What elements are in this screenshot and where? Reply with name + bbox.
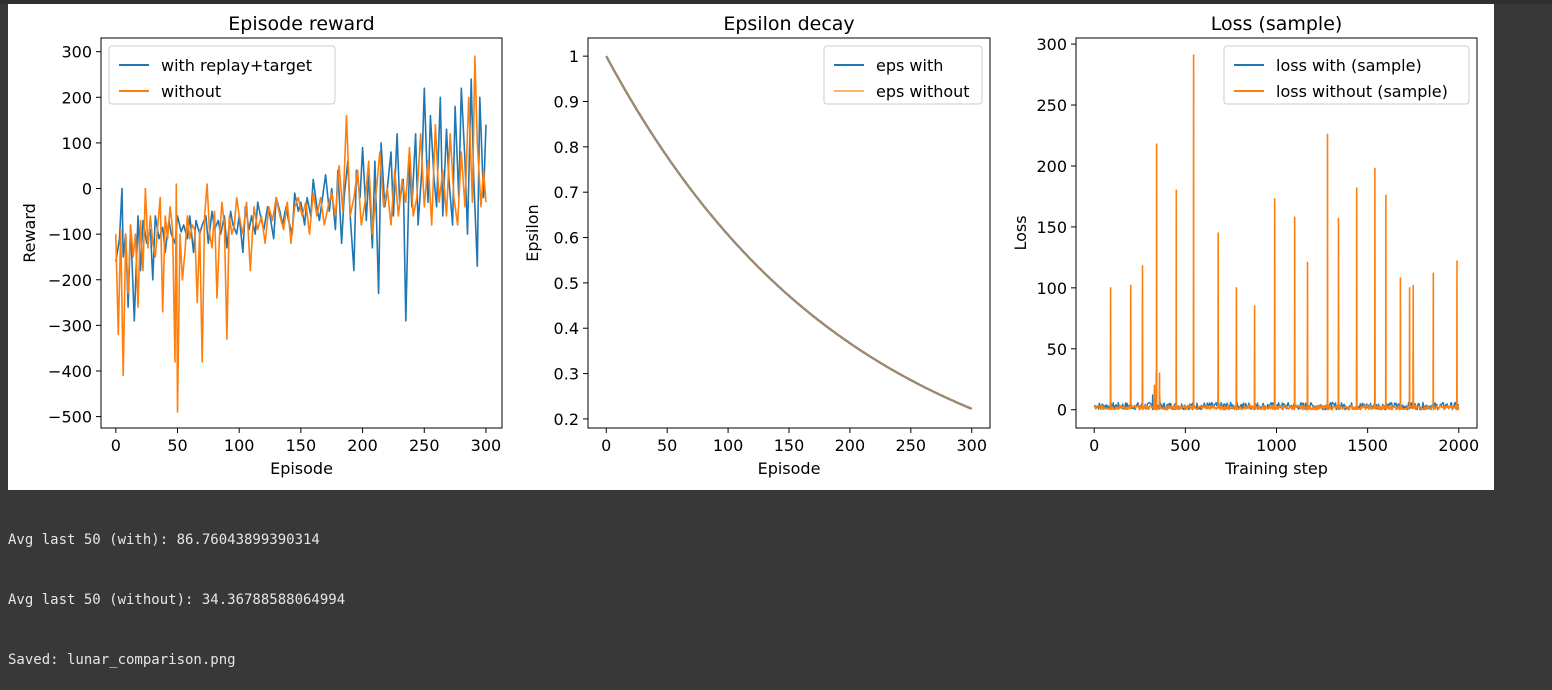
y-tick-label: 0	[1057, 401, 1067, 420]
legend: with replay+target without	[108, 45, 336, 105]
output-line-avg-with: Avg last 50 (with): 86.76043899390314	[8, 532, 320, 548]
legend-label: eps without	[876, 82, 970, 101]
y-tick-label: 0.4	[554, 319, 579, 338]
y-axis-label: Epsilon	[523, 204, 542, 261]
x-tick-label: 250	[409, 436, 440, 455]
cell-output: Avg last 50 (with): 86.76043899390314 Av…	[8, 490, 1508, 690]
y-tick-label: 0.7	[554, 183, 579, 202]
y-tick-label: 300	[61, 43, 92, 62]
y-tick-label: 0.2	[554, 410, 579, 429]
x-axis-label: Training step	[1224, 459, 1328, 478]
chart-title: Episode reward	[228, 13, 374, 35]
legend-label: with replay+target	[161, 56, 312, 75]
figure-canvas: Episode reward 0 50 100 150 200 250 300 −500 −400…	[8, 4, 1494, 490]
previous-output-cutoff	[0, 0, 1552, 4]
plot-lines	[605, 55, 973, 410]
x-tick-label: 150	[774, 436, 805, 455]
x-tick-label: 300	[956, 436, 987, 455]
legend-box	[823, 45, 983, 105]
y-tick-label: −500	[48, 408, 92, 427]
chart-1: Episode reward 0 50 100 150 200 250 300 −500 −400…	[20, 13, 503, 478]
legend: loss with (sample) loss without (sample)	[1223, 45, 1470, 105]
x-tick-label: 300	[471, 436, 502, 455]
legend-label: without	[161, 82, 221, 101]
y-tick-label: −300	[48, 316, 92, 335]
y-tick-label: −400	[48, 362, 92, 381]
x-tick-label: 200	[835, 436, 866, 455]
plot-lines	[115, 55, 487, 413]
y-tick-label: 0.6	[554, 229, 579, 248]
legend-box	[108, 45, 336, 105]
x-tick-label: 500	[1170, 436, 1201, 455]
y-tick-label: 50	[1047, 340, 1067, 359]
output-line-saved: Saved: lunar_comparison.png	[8, 652, 236, 668]
x-tick-label: 1500	[1347, 436, 1388, 455]
chart-2: Epsilon decay 0 50 100 150 200 250 300 0.2 0.3 0.4…	[523, 13, 991, 478]
y-axis-label: Reward	[20, 203, 39, 263]
legend-label: eps with	[876, 56, 943, 75]
series-line-1	[1093, 372, 1460, 411]
series-line-2	[1093, 54, 1460, 411]
x-tick-label: 0	[601, 436, 611, 455]
output-line-avg-without: Avg last 50 (without): 34.36788588064994	[8, 592, 346, 608]
y-tick-label: 0.8	[554, 138, 579, 157]
x-tick-label: 150	[286, 436, 317, 455]
legend-label: loss without (sample)	[1276, 82, 1448, 101]
series-line-2	[115, 55, 487, 413]
y-tick-label: 250	[1036, 96, 1067, 115]
chart-3: Loss (sample) 0 500 1000 1500 2000 0 50 100 150 20…	[1011, 13, 1479, 478]
y-tick-label: 200	[1036, 157, 1067, 176]
chart-title: Epsilon decay	[723, 13, 854, 35]
x-tick-label: 100	[224, 436, 255, 455]
y-tick-label: 200	[61, 88, 92, 107]
legend-box	[1223, 45, 1470, 105]
chart-title: Loss (sample)	[1211, 13, 1343, 35]
y-tick-label: 0.9	[554, 92, 579, 111]
x-axis-label: Episode	[758, 459, 821, 478]
plot-lines	[1093, 54, 1460, 411]
series-line-2	[605, 55, 973, 410]
x-tick-label: 50	[167, 436, 187, 455]
legend: eps with eps without	[823, 45, 983, 105]
legend-label: loss with (sample)	[1276, 56, 1422, 75]
x-tick-label: 1000	[1256, 436, 1297, 455]
y-axis-label: Loss	[1011, 215, 1030, 250]
y-tick-label: 0.5	[554, 274, 579, 293]
x-tick-label: 200	[347, 436, 378, 455]
x-tick-label: 100	[713, 436, 744, 455]
y-tick-label: 100	[1036, 279, 1067, 298]
x-axis-label: Episode	[270, 459, 333, 478]
y-tick-label: −100	[48, 225, 92, 244]
x-tick-label: 0	[111, 436, 121, 455]
y-tick-label: 150	[1036, 218, 1067, 237]
y-tick-label: 0.3	[554, 365, 579, 384]
x-tick-label: 0	[1089, 436, 1099, 455]
y-tick-label: 100	[61, 134, 92, 153]
y-tick-label: 0	[82, 180, 92, 199]
x-tick-label: 2000	[1438, 436, 1479, 455]
series-line-1	[605, 55, 973, 410]
x-tick-label: 50	[657, 436, 677, 455]
y-tick-label: 300	[1036, 35, 1067, 54]
y-tick-label: 1	[569, 47, 579, 66]
y-tick-label: −200	[48, 271, 92, 290]
x-tick-label: 250	[896, 436, 927, 455]
axes-frame	[100, 37, 503, 429]
